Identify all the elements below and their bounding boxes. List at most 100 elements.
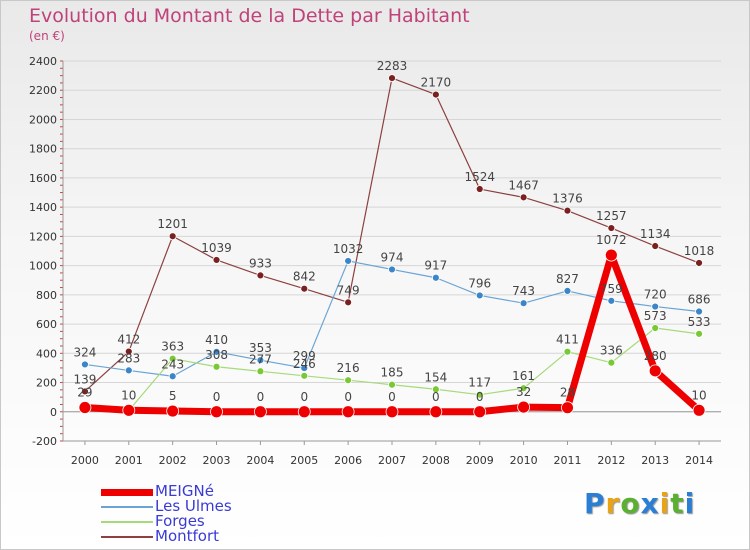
data-point bbox=[341, 405, 355, 419]
legend-swatch bbox=[101, 488, 153, 496]
data-point bbox=[385, 405, 399, 419]
x-tick-label: 2011 bbox=[553, 454, 581, 467]
data-label: 0 bbox=[344, 390, 352, 404]
data-label: 2283 bbox=[377, 59, 408, 73]
axes: -200020040060080010001200140016001800200… bbox=[29, 55, 721, 467]
data-point bbox=[212, 347, 221, 356]
data-label: 154 bbox=[424, 370, 447, 384]
data-point bbox=[695, 259, 703, 267]
data-label: 1201 bbox=[157, 217, 188, 231]
data-label: 32 bbox=[516, 385, 531, 399]
logo-letter: i bbox=[684, 487, 696, 520]
x-tick-label: 2001 bbox=[115, 454, 143, 467]
data-point bbox=[166, 404, 180, 418]
data-point bbox=[78, 401, 92, 414]
data-label: 324 bbox=[73, 345, 96, 359]
x-tick-label: 2009 bbox=[466, 454, 494, 467]
data-label: 917 bbox=[424, 259, 447, 273]
y-tick-label: -200 bbox=[32, 435, 57, 448]
data-point bbox=[519, 299, 528, 308]
data-point bbox=[168, 372, 177, 381]
data-label: 283 bbox=[117, 351, 140, 365]
data-label: 246 bbox=[293, 357, 316, 371]
y-tick-label: 2200 bbox=[29, 84, 57, 97]
data-point bbox=[519, 193, 528, 202]
x-tick-label: 2003 bbox=[203, 454, 231, 467]
chart-subtitle: (en €) bbox=[29, 29, 65, 43]
data-label: 5 bbox=[169, 389, 177, 403]
y-tick-label: 800 bbox=[36, 289, 57, 302]
logo-letter: x bbox=[640, 487, 660, 520]
data-label: 1257 bbox=[596, 209, 627, 223]
data-label: 1039 bbox=[201, 241, 232, 255]
data-label: 573 bbox=[644, 309, 667, 323]
data-label: 974 bbox=[381, 250, 404, 264]
data-label: 1072 bbox=[596, 233, 627, 247]
data-label: 308 bbox=[205, 348, 228, 362]
data-point bbox=[607, 296, 616, 305]
data-label: 0 bbox=[388, 390, 396, 404]
y-tick-label: 2000 bbox=[29, 113, 57, 126]
legend-label: Montfort bbox=[155, 527, 220, 545]
y-tick-label: 600 bbox=[36, 318, 57, 331]
data-label: 363 bbox=[161, 340, 184, 354]
data-point bbox=[648, 364, 662, 378]
data-point bbox=[475, 390, 484, 399]
data-point bbox=[212, 256, 221, 264]
data-point bbox=[210, 405, 223, 419]
data-label: 412 bbox=[117, 333, 140, 347]
logo-letter: t bbox=[670, 487, 685, 520]
data-label: 277 bbox=[249, 352, 272, 366]
y-tick-label: 2400 bbox=[29, 55, 57, 68]
data-label: 353 bbox=[249, 341, 272, 355]
data-label: 1134 bbox=[640, 227, 671, 241]
data-label: 139 bbox=[73, 372, 96, 386]
data-label: 29 bbox=[77, 386, 92, 400]
x-tick-label: 2002 bbox=[159, 454, 187, 467]
data-point bbox=[695, 307, 703, 316]
data-label: 827 bbox=[556, 272, 579, 286]
data-point bbox=[122, 403, 136, 417]
x-tick-label: 2000 bbox=[71, 454, 99, 467]
data-point bbox=[563, 206, 572, 215]
data-label: 299 bbox=[293, 349, 316, 363]
legend-swatch bbox=[101, 521, 153, 523]
y-tick-label: 1800 bbox=[29, 143, 57, 156]
x-tick-label: 2012 bbox=[597, 454, 625, 467]
x-tick-label: 2007 bbox=[378, 454, 406, 467]
data-label: 1524 bbox=[464, 170, 495, 184]
data-label: 533 bbox=[688, 315, 711, 329]
logo-letter: o bbox=[620, 487, 641, 520]
data-label: 10 bbox=[691, 388, 706, 402]
data-label: 796 bbox=[468, 276, 491, 290]
data-point bbox=[124, 366, 133, 375]
data-point bbox=[300, 364, 309, 372]
data-point bbox=[651, 302, 660, 311]
data-point bbox=[607, 224, 616, 232]
data-label: 759 bbox=[600, 282, 623, 296]
data-label: 1032 bbox=[333, 242, 364, 256]
logo-letter: i bbox=[659, 487, 671, 520]
x-tick-label: 2006 bbox=[334, 454, 362, 467]
data-label: 1467 bbox=[508, 178, 539, 192]
data-point bbox=[651, 242, 660, 250]
data-point bbox=[344, 257, 353, 265]
data-point bbox=[81, 360, 89, 369]
data-label: 720 bbox=[644, 288, 667, 302]
data-point bbox=[81, 387, 89, 396]
data-label: 749 bbox=[337, 283, 360, 297]
data-point bbox=[692, 403, 706, 417]
data-labels: 139 412 1201 1039 933 842 749 2283 2170 1524 1467 1… bbox=[73, 59, 714, 404]
data-point bbox=[473, 405, 487, 419]
data-point bbox=[517, 400, 530, 414]
data-label: 28 bbox=[560, 386, 575, 400]
data-point bbox=[212, 362, 221, 371]
data-label: 410 bbox=[205, 333, 228, 347]
data-label: 0 bbox=[476, 390, 484, 404]
data-point bbox=[256, 367, 265, 376]
y-tick-label: 1200 bbox=[29, 230, 57, 243]
data-point bbox=[388, 265, 396, 274]
x-tick-label: 2008 bbox=[422, 454, 450, 467]
data-point bbox=[388, 380, 396, 389]
